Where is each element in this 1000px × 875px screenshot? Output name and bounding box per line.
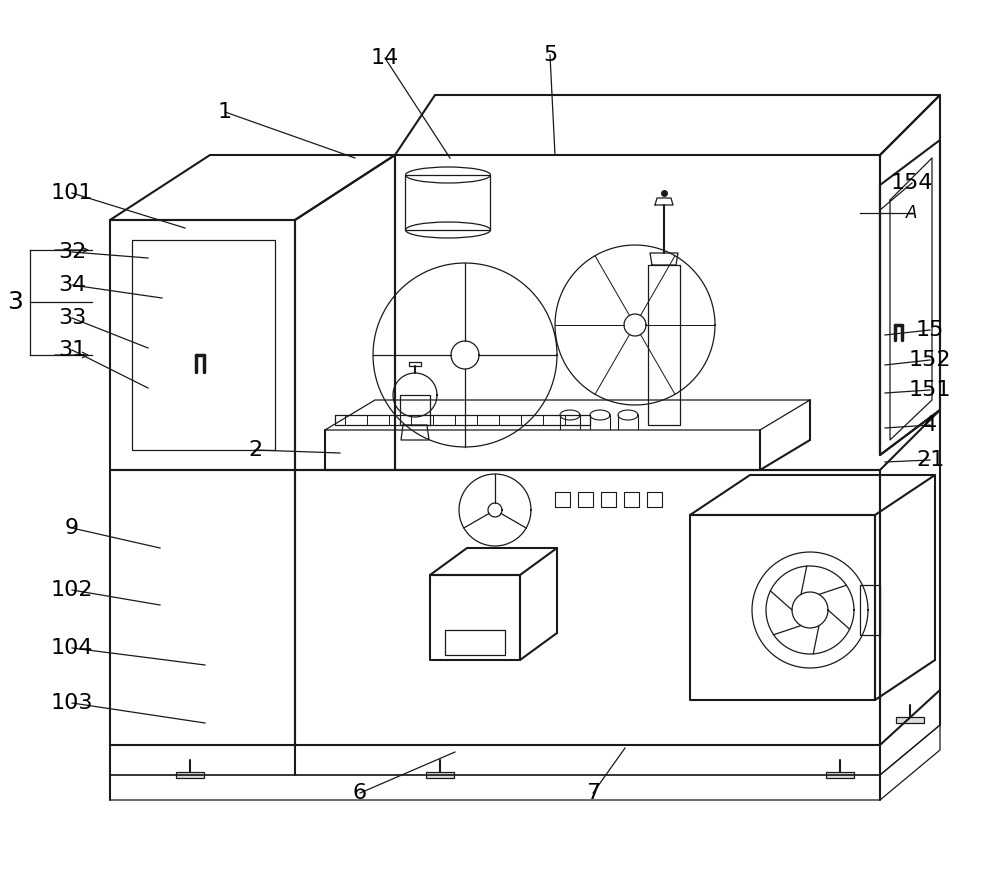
Polygon shape bbox=[426, 772, 454, 778]
Text: 6: 6 bbox=[353, 783, 367, 803]
Text: 1: 1 bbox=[218, 102, 232, 122]
Text: 32: 32 bbox=[58, 242, 86, 262]
Text: 34: 34 bbox=[58, 275, 86, 295]
Text: 101: 101 bbox=[51, 183, 93, 203]
Text: 31: 31 bbox=[58, 340, 86, 360]
Text: 14: 14 bbox=[371, 48, 399, 68]
Text: 9: 9 bbox=[65, 518, 79, 538]
Polygon shape bbox=[826, 772, 854, 778]
Text: 103: 103 bbox=[51, 693, 93, 713]
Text: 3: 3 bbox=[7, 290, 23, 314]
Text: A: A bbox=[906, 204, 918, 222]
Text: 5: 5 bbox=[543, 45, 557, 65]
Polygon shape bbox=[176, 772, 204, 778]
Text: 2: 2 bbox=[248, 440, 262, 460]
Text: 33: 33 bbox=[58, 308, 86, 328]
Text: 154: 154 bbox=[891, 173, 933, 193]
Text: 151: 151 bbox=[909, 380, 951, 400]
Text: 21: 21 bbox=[916, 450, 944, 470]
Text: 4: 4 bbox=[923, 415, 937, 435]
Text: 15: 15 bbox=[916, 320, 944, 340]
Text: 104: 104 bbox=[51, 638, 93, 658]
Text: 102: 102 bbox=[51, 580, 93, 600]
Text: 7: 7 bbox=[586, 783, 600, 803]
Text: 152: 152 bbox=[909, 350, 951, 370]
Polygon shape bbox=[896, 717, 924, 723]
